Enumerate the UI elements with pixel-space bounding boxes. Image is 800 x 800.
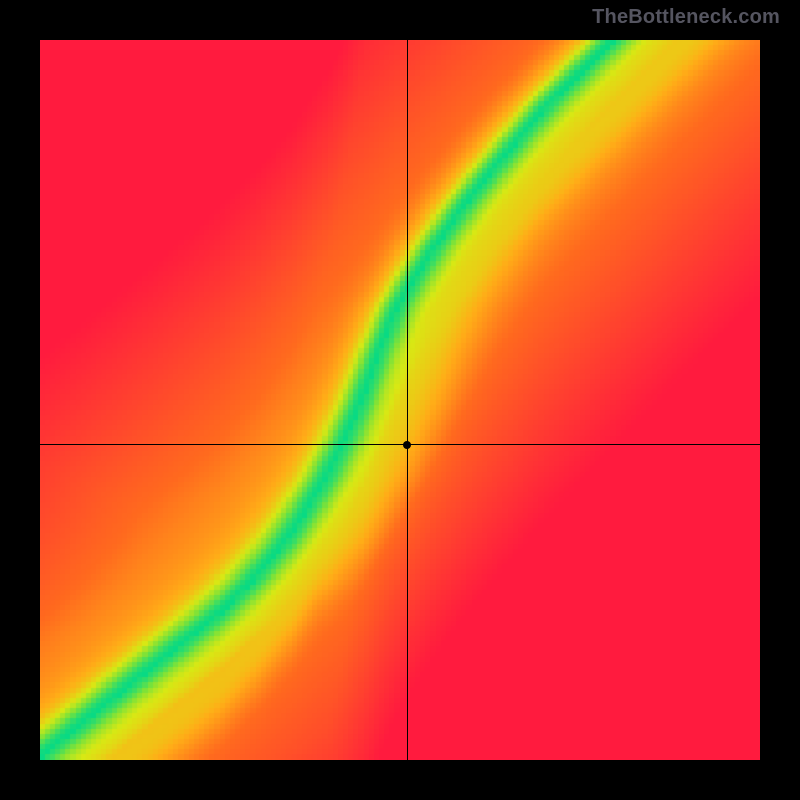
attribution-label: TheBottleneck.com	[592, 6, 780, 29]
crosshair-horizontal	[40, 444, 760, 445]
crosshair-vertical	[407, 40, 408, 760]
bottleneck-heatmap	[40, 40, 760, 760]
crosshair-point	[403, 441, 411, 449]
chart-container: TheBottleneck.com	[0, 0, 800, 800]
